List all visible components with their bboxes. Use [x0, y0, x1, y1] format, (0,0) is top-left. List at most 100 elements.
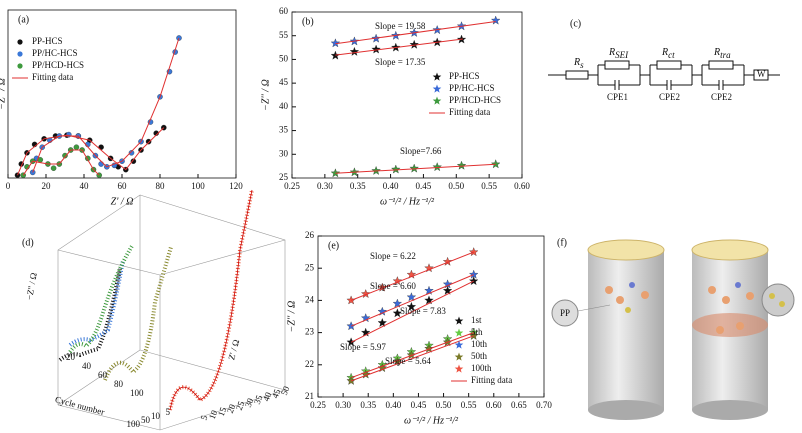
y-tick-label: 26 — [305, 230, 315, 240]
point — [145, 138, 152, 145]
y-tick-label: 35 — [279, 125, 289, 135]
legend-swatch — [454, 316, 464, 325]
point — [371, 44, 381, 54]
fit-line — [335, 20, 496, 45]
circuit-labels: Rs RSEI Rct Rtra — [573, 47, 731, 70]
legend-label: Fitting data — [449, 107, 490, 117]
circuit-label: CPE2 — [711, 92, 732, 102]
tick-label: 45 — [270, 387, 283, 399]
fit-line — [32, 37, 180, 173]
tick-label: 15 — [216, 405, 229, 417]
fit-line — [350, 251, 474, 301]
annotation: Slope = 19.58 — [375, 21, 426, 31]
point — [349, 46, 360, 56]
tick-label: 60 — [98, 370, 108, 380]
legend-label: Fitting data — [32, 72, 73, 82]
point — [130, 158, 137, 164]
legend-swatch — [432, 96, 442, 105]
x-tick-label: 0.70 — [536, 400, 552, 410]
point — [424, 295, 434, 305]
point — [432, 162, 442, 172]
legend-label: PP-HCS — [449, 71, 480, 81]
x-tick-label: 80 — [156, 181, 166, 191]
y-tick-label: 23 — [305, 327, 315, 337]
x-tick-label: 100 — [191, 181, 205, 191]
point — [371, 165, 381, 175]
x-tick-label: 0.40 — [385, 400, 401, 410]
legend-label: PP/HC-HCS — [32, 48, 78, 58]
x-tick-label: 0.45 — [416, 181, 432, 191]
panel-label: (c) — [570, 18, 581, 29]
y-tick-label: 45 — [279, 77, 289, 87]
point — [406, 350, 417, 360]
legend-label: PP-HCS — [32, 36, 63, 46]
point — [442, 285, 453, 295]
fit-line — [22, 149, 100, 176]
annotation: Slope = 6.22 — [370, 251, 416, 261]
point — [490, 15, 501, 25]
legend-label: 5th — [471, 327, 483, 337]
annotation: Slope = 5.64 — [385, 356, 431, 366]
legend-label: 50th — [471, 351, 488, 361]
y-tick-label: 50 — [279, 53, 289, 63]
y-tick-label: 22 — [305, 359, 314, 369]
fit-line — [17, 127, 165, 176]
x-tick-label: 0 — [6, 181, 11, 191]
fit-line — [350, 274, 474, 327]
tick-label: 10 — [151, 411, 161, 421]
x-tick-label: 0.40 — [383, 181, 399, 191]
legend-label: 1st — [471, 315, 482, 325]
tick-label: 40 — [82, 361, 92, 371]
tick-label: 20 — [225, 402, 238, 414]
x-axis-label: ω⁻¹/² / Hz⁻¹/² — [380, 196, 435, 207]
legend-label: PP/HCD-HCS — [449, 95, 501, 105]
tick-label: 100 — [127, 419, 141, 429]
legend-swatch — [454, 340, 464, 349]
point — [468, 276, 479, 286]
circuit-label: Rtra — [713, 47, 731, 60]
panel-label: (d) — [22, 237, 34, 248]
panel-label: (b) — [302, 16, 314, 27]
tick-label: 80 — [114, 379, 124, 389]
axis-label: Z' / Ω — [226, 338, 241, 361]
point — [424, 343, 434, 353]
tick-label: 5 — [166, 407, 171, 417]
fit-line — [350, 332, 474, 379]
legend-swatch — [17, 51, 23, 57]
point — [468, 269, 479, 279]
tick-label: 5 — [199, 413, 210, 421]
point — [456, 160, 467, 170]
legend-swatch — [432, 84, 442, 93]
x-tick-label: 0.55 — [481, 181, 497, 191]
legend-swatch — [454, 352, 464, 361]
annotation: Slope = 17.35 — [375, 57, 426, 67]
x-tick-label: 120 — [229, 181, 243, 191]
x-axis-label: ω⁻¹/² / Hz⁻¹/² — [404, 415, 459, 426]
tick-label: 100 — [130, 388, 144, 398]
y-tick-label: 25 — [305, 262, 315, 272]
circuit-label: W — [757, 69, 766, 79]
tick-label: 30 — [243, 396, 256, 408]
point — [128, 150, 135, 156]
x-tick-label: 0.60 — [514, 181, 530, 191]
y-axis-label: −Z'' / Ω — [0, 78, 7, 110]
x-tick-label: 60 — [118, 181, 128, 191]
legend-swatch — [17, 63, 23, 69]
x-tick-label: 0.25 — [284, 181, 300, 191]
point — [406, 292, 417, 302]
panel-label: (e) — [328, 240, 339, 251]
x-tick-label: 0.50 — [448, 181, 464, 191]
legend-label: Fitting data — [471, 375, 512, 385]
point — [409, 39, 419, 49]
y-axis-label: −Z'' / Ω — [286, 301, 297, 333]
circuit-label: Rs — [573, 57, 584, 70]
point — [392, 298, 403, 308]
panel-label: (a) — [18, 14, 29, 25]
x-tick-label: 0.35 — [350, 181, 366, 191]
y-tick-label: 24 — [305, 294, 315, 304]
point — [50, 165, 57, 171]
point — [391, 164, 401, 174]
circuit-label: Rct — [661, 47, 675, 60]
x-tick-label: 20 — [42, 181, 52, 191]
